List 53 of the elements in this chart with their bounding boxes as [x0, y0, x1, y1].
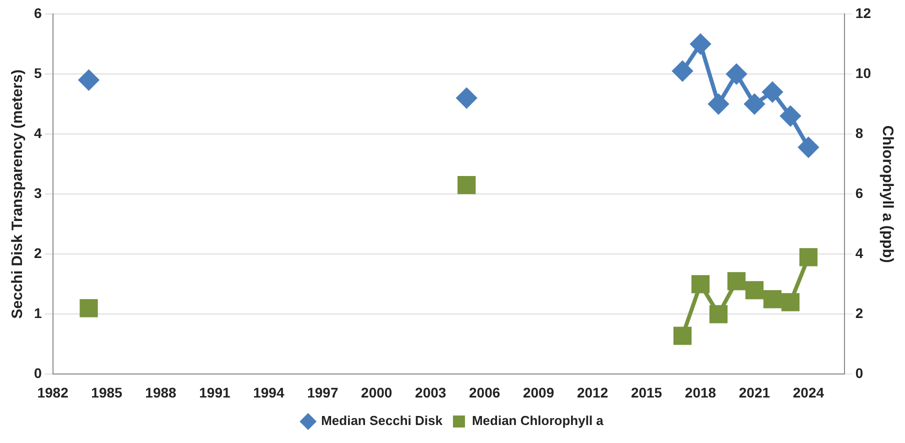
point [781, 293, 800, 312]
point [690, 34, 710, 54]
y2-tick-label: 4 [855, 244, 864, 261]
x-tick-label: 1997 [307, 384, 338, 400]
point [708, 94, 728, 114]
legend-label: Median Chlorophyll a [472, 413, 604, 428]
point [456, 88, 477, 108]
legend-label: Median Secchi Disk [321, 413, 444, 428]
y-tick-label: 5 [34, 64, 42, 81]
point [745, 281, 764, 300]
point [763, 290, 782, 308]
point [80, 299, 98, 318]
y-tick-label: 0 [34, 365, 42, 382]
x-tick-label: 2012 [576, 384, 608, 400]
x-tick-label: 1982 [37, 384, 69, 400]
point [780, 106, 800, 126]
y2-tick-label: 6 [855, 184, 864, 201]
x-tick-label: 2024 [792, 384, 824, 400]
point [458, 176, 476, 194]
point [762, 82, 782, 102]
x-tick-label: 2018 [684, 384, 716, 400]
x-tick-label: 1994 [253, 384, 284, 400]
y2-axis-title: Chlorophyll a (ppb) [878, 125, 896, 263]
point [672, 61, 692, 82]
point [744, 94, 764, 114]
y-tick-label: 1 [34, 305, 42, 322]
x-tick-label: 1991 [199, 384, 230, 400]
y2-tick-label: 0 [855, 365, 864, 382]
y2-tick-label: 12 [855, 4, 872, 21]
y-tick-label: 6 [34, 4, 42, 21]
x-tick-label: 2015 [630, 384, 662, 400]
x-tick-label: 2009 [522, 384, 554, 400]
y-axis-title: Secchi Disk Transparency (meters) [9, 69, 26, 319]
point [709, 305, 728, 324]
y2-tick-label: 10 [855, 64, 872, 81]
y-tick-label: 2 [34, 244, 42, 261]
x-tick-label: 2006 [469, 384, 500, 400]
x-tick-label: 1985 [91, 384, 123, 400]
point [799, 248, 818, 266]
point [78, 70, 99, 90]
point [798, 137, 818, 158]
x-tick-label: 1988 [145, 384, 177, 400]
y2-tick-label: 8 [855, 124, 864, 141]
point [727, 272, 746, 290]
x-tick-label: 2000 [361, 384, 392, 400]
point [726, 64, 746, 84]
y-tick-label: 4 [34, 124, 42, 141]
point [673, 326, 692, 345]
y2-tick-label: 2 [855, 305, 864, 322]
x-tick-label: 2021 [738, 384, 770, 400]
x-tick-label: 2003 [415, 384, 446, 400]
point [691, 275, 710, 294]
y-tick-label: 3 [34, 184, 42, 201]
